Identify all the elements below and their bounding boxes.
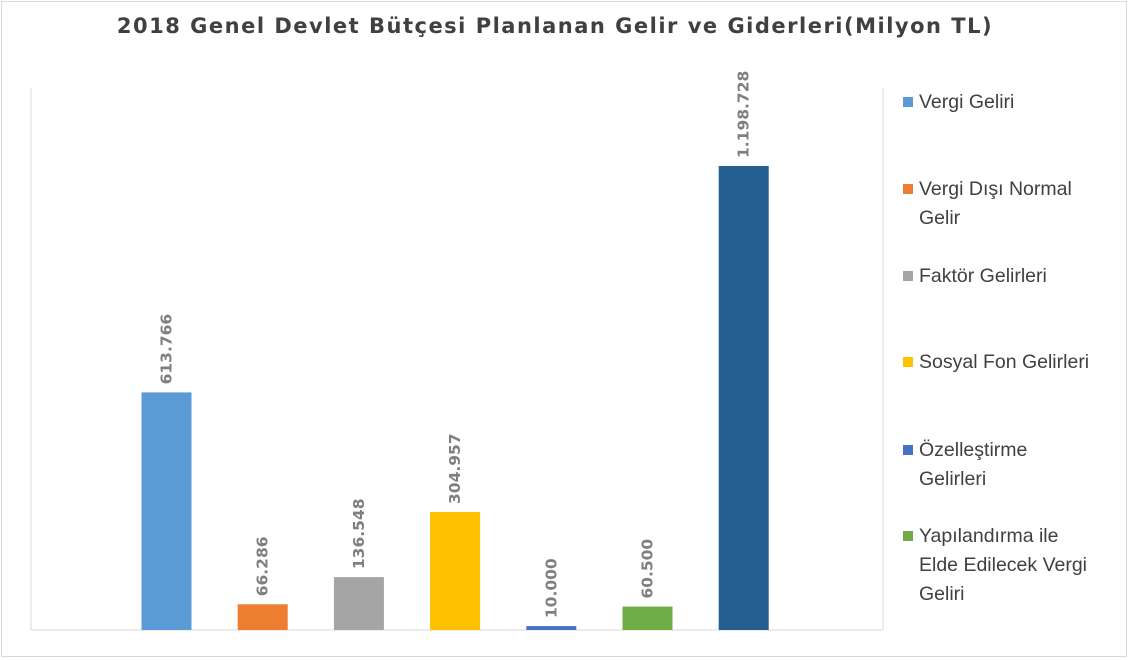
bar-5 xyxy=(526,626,577,630)
bar-1 xyxy=(141,392,192,630)
data-label-6: 60.500 xyxy=(639,539,657,599)
bar-2 xyxy=(237,604,288,630)
data-label-3: 136.548 xyxy=(350,498,368,569)
data-label-2: 66.286 xyxy=(254,536,272,596)
data-label-1: 613.766 xyxy=(158,314,176,385)
bar-3 xyxy=(333,577,384,630)
bar-6 xyxy=(622,606,673,630)
chart-title: 2018 Genel Devlet Bütçesi Planlanan Geli… xyxy=(116,14,994,38)
data-label-5: 10.000 xyxy=(542,558,560,618)
bar-7 xyxy=(718,166,769,630)
bar-group xyxy=(141,166,769,630)
data-label-7: 1.198.728 xyxy=(735,71,753,158)
bar-4 xyxy=(430,512,481,630)
data-label-group: 613.766 66.286 136.548 304.957 10.000 60.500 1… xyxy=(158,71,753,618)
data-label-4: 304.957 xyxy=(446,433,464,504)
